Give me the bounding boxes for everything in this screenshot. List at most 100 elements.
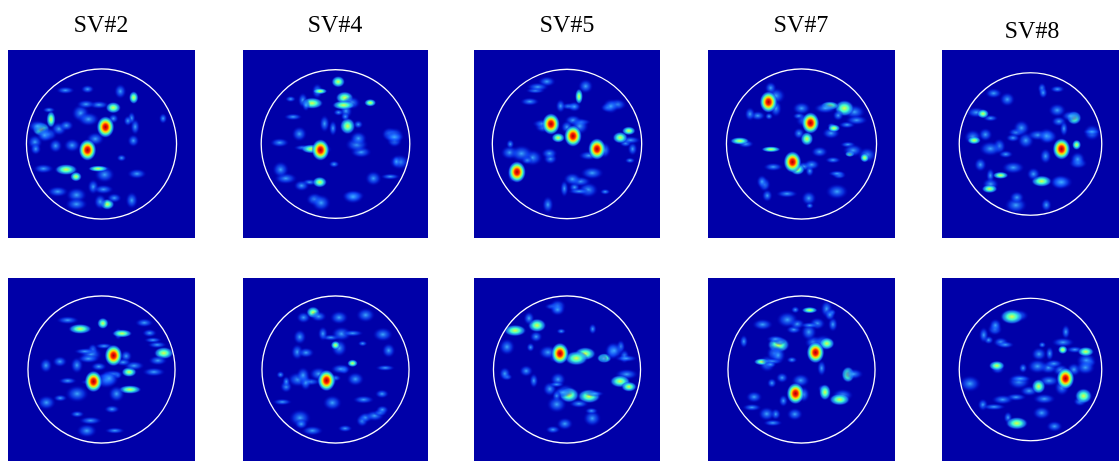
hot-spot (1052, 138, 1071, 160)
speckle (742, 403, 762, 412)
speckle (64, 197, 88, 211)
speckle (1069, 151, 1086, 168)
speckle (729, 137, 750, 145)
speckle (549, 303, 566, 316)
hot-spot (801, 112, 820, 134)
speckle (583, 410, 602, 427)
speckle (599, 354, 608, 363)
column-label: SV#4 (308, 12, 363, 38)
speckle (375, 405, 389, 415)
speckle (63, 138, 81, 153)
speckle (276, 370, 285, 379)
hot-spot (783, 151, 802, 173)
speckle (36, 128, 53, 143)
speckle (104, 405, 120, 414)
speckle (786, 356, 798, 364)
speckle (46, 110, 56, 128)
aperture-circle (725, 68, 878, 220)
speckle (816, 360, 827, 377)
speckle (353, 120, 364, 129)
hot-spot (317, 369, 336, 392)
speckle (331, 75, 346, 88)
speckle (745, 391, 763, 403)
speckle (1046, 420, 1063, 432)
speckle (364, 98, 377, 107)
column-label: SV#7 (774, 12, 829, 38)
speckle (301, 425, 324, 436)
speckle (555, 98, 566, 114)
speckle (312, 176, 328, 188)
speckle (337, 424, 353, 433)
speckle (551, 132, 566, 143)
speckle (978, 326, 989, 344)
speckle (30, 142, 42, 156)
speckle (999, 92, 1016, 107)
aperture-circle (261, 295, 410, 444)
speckle (364, 170, 382, 187)
speckle (988, 360, 1005, 371)
speckle (39, 357, 53, 374)
speckle (380, 173, 401, 180)
speckle (296, 311, 311, 324)
speckle (991, 394, 1014, 405)
speckle (545, 425, 561, 434)
speckle (786, 407, 804, 421)
speckle (127, 134, 140, 148)
speckle (1038, 341, 1047, 349)
speckle (76, 354, 100, 364)
speckle (621, 126, 636, 136)
speckle (272, 161, 290, 179)
speckle (805, 202, 814, 209)
speckle (68, 323, 92, 335)
speckle (751, 318, 774, 331)
speckle (739, 334, 749, 349)
speckle (87, 165, 109, 172)
hot-spot (104, 344, 123, 367)
speckle (1051, 337, 1075, 348)
speckle (330, 340, 341, 350)
heatmap-panel (474, 278, 660, 461)
speckle (148, 355, 168, 366)
hot-spot (1056, 367, 1075, 390)
speckle (568, 399, 589, 409)
speckle (291, 126, 308, 142)
speckle (317, 326, 329, 342)
heatmap-panel (942, 278, 1119, 461)
hot-spot (786, 382, 805, 405)
speckle (756, 174, 768, 189)
speckle (758, 406, 776, 422)
aperture-circle (727, 295, 876, 444)
hot-spot (551, 342, 569, 365)
speckle (803, 159, 820, 171)
speckle (78, 416, 103, 425)
speckle (352, 395, 375, 404)
speckle (142, 367, 166, 377)
speckle (347, 359, 358, 368)
speckle (70, 171, 82, 182)
speckle (602, 98, 620, 114)
speckle (357, 340, 368, 347)
speckle (1038, 86, 1048, 99)
speckle (269, 137, 290, 148)
speckle (509, 144, 534, 163)
speckle (580, 166, 604, 180)
speckle (293, 329, 307, 345)
speckle (1040, 198, 1052, 212)
speckle (331, 326, 352, 342)
speckle (761, 146, 781, 153)
speckle (981, 403, 1006, 411)
speckle (58, 119, 74, 132)
speckle (1039, 148, 1052, 165)
speckle (1032, 406, 1051, 420)
speckle (54, 163, 78, 176)
speckle (548, 381, 565, 388)
speckle (790, 306, 800, 314)
speckle (1026, 167, 1041, 181)
speckle (349, 131, 368, 146)
speckle (627, 141, 638, 156)
speckle (828, 170, 846, 177)
speckle (283, 113, 303, 121)
hot-spot (96, 116, 115, 138)
aperture-circle (958, 297, 1103, 442)
speckle (374, 389, 390, 399)
